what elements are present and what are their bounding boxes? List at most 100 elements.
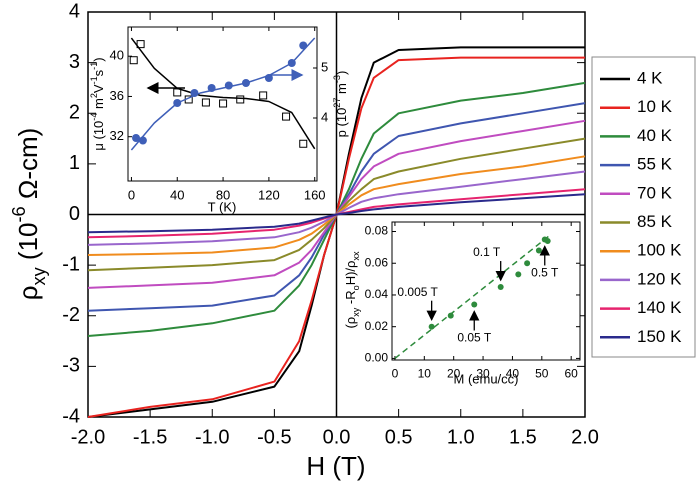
- x-tick-label: 60: [565, 366, 579, 380]
- data-point: [132, 134, 141, 142]
- x-tick-label: 1.0: [447, 426, 475, 448]
- data-point: [535, 247, 542, 254]
- y-tick-label: 0.04: [365, 287, 389, 301]
- y-tick-label: 0.06: [365, 255, 389, 269]
- label-part: (10: [13, 223, 43, 268]
- y-axis-label: (ρxy -RoH)/ρxx: [343, 251, 361, 329]
- x-tick-label: -2.0: [71, 426, 105, 448]
- label-part: xx: [351, 251, 361, 261]
- y-tick-label: 3: [69, 51, 80, 73]
- annotation: 0.1 T: [473, 245, 501, 259]
- legend-label: 120 K: [637, 269, 682, 288]
- y2-axis-label: p (1027 m-3): [332, 71, 349, 138]
- y-tick-label: 36: [110, 88, 124, 103]
- x-tick-label: 160: [304, 187, 326, 202]
- data-point: [515, 271, 522, 278]
- label-part: Ω-cm): [13, 128, 43, 207]
- y-axis-label: ρxy (10-6 Ω-cm): [9, 128, 49, 301]
- label-part: V: [91, 84, 106, 93]
- x-tick-label: 0.5: [385, 426, 413, 448]
- legend-label: 100 K: [637, 241, 682, 260]
- label-part: H)/ρ: [343, 261, 358, 286]
- label-part: ): [91, 57, 106, 61]
- data-point: [129, 56, 138, 65]
- x-axis-label: M (emu/cc): [454, 371, 519, 386]
- x-tick-label: -0.5: [257, 426, 291, 448]
- x-tick-label: 40: [506, 366, 520, 380]
- data-point: [544, 238, 551, 245]
- data-point: [219, 99, 228, 108]
- x-axis-label: H (T): [306, 451, 365, 481]
- legend-label: 55 K: [637, 155, 673, 174]
- label-part: s: [91, 69, 106, 76]
- label-part: (ρ: [343, 317, 358, 329]
- data-point: [497, 284, 504, 291]
- label-part: -4: [89, 113, 99, 121]
- data-point: [236, 95, 245, 104]
- y-tick-label: -2: [62, 304, 80, 326]
- annotation: 0.05 T: [457, 331, 491, 345]
- label-part: μ (10: [91, 121, 106, 151]
- series-line: [130, 37, 316, 151]
- x-tick-label: 40: [170, 187, 184, 202]
- data-point: [259, 91, 268, 100]
- y-tick-label: 40: [110, 48, 124, 63]
- data-point: [173, 88, 182, 97]
- y-tick-label: 32: [110, 128, 124, 143]
- x-tick-label: 1.5: [509, 426, 537, 448]
- y-tick-label: 1: [69, 152, 80, 174]
- y-tick-label: 0.08: [365, 224, 389, 238]
- data-point: [471, 301, 478, 308]
- y2-tick-label: 4: [321, 109, 328, 124]
- label-part: 2: [89, 93, 99, 98]
- series-line: [130, 37, 316, 150]
- data-point: [201, 98, 210, 107]
- y-axis-label: μ (10-4 m2V-1s-1): [89, 57, 106, 150]
- x-tick-label: -1.5: [133, 426, 167, 448]
- legend-label: 85 K: [637, 212, 673, 231]
- y-tick-label: 4: [69, 0, 80, 22]
- label-part: -6: [9, 206, 29, 222]
- x-tick-label: 10: [418, 366, 432, 380]
- y2-tick-label: 5: [321, 59, 328, 74]
- x-tick-label: 120: [258, 187, 280, 202]
- label-part: -3: [332, 75, 342, 83]
- data-point: [299, 139, 308, 148]
- label-part: -R: [343, 290, 358, 307]
- legend-label: 150 K: [637, 327, 682, 346]
- label-part: xy: [29, 266, 49, 285]
- data-point: [136, 40, 145, 49]
- label-part: m: [334, 83, 349, 97]
- x-tick-label: 0: [128, 187, 135, 202]
- legend-label: 70 K: [637, 183, 673, 202]
- data-point: [447, 312, 454, 319]
- label-part: m: [91, 98, 106, 112]
- x-tick-label: 0.0: [323, 426, 351, 448]
- y-tick-label: 0.02: [365, 319, 389, 333]
- y-tick-label: 0.00: [365, 351, 389, 365]
- legend-label: 140 K: [637, 298, 682, 317]
- plot-frame: [391, 221, 581, 361]
- label-part: -1: [89, 62, 99, 70]
- label-part: 27: [332, 98, 342, 108]
- x-tick-label: 0: [392, 366, 399, 380]
- legend-label: 4 K: [637, 68, 663, 87]
- y-tick-label: -1: [62, 253, 80, 275]
- x-tick-label: -1.0: [195, 426, 229, 448]
- x-tick-label: 50: [535, 366, 549, 380]
- label-part: ): [334, 71, 349, 75]
- label-part: ρ: [13, 286, 43, 301]
- label-part: xy: [351, 307, 361, 317]
- y-tick-label: 0: [69, 203, 80, 225]
- data-point: [282, 112, 291, 121]
- data-point: [524, 260, 531, 267]
- y-tick-label: -4: [62, 405, 80, 427]
- annotation: 0.5 T: [531, 266, 559, 280]
- series-line: [87, 193, 586, 234]
- y-tick-label: 2: [69, 102, 80, 124]
- series-line: [394, 234, 552, 359]
- annotation: 0.005 T: [397, 285, 438, 299]
- legend-label: 40 K: [637, 126, 673, 145]
- x-tick-label: 30: [476, 366, 490, 380]
